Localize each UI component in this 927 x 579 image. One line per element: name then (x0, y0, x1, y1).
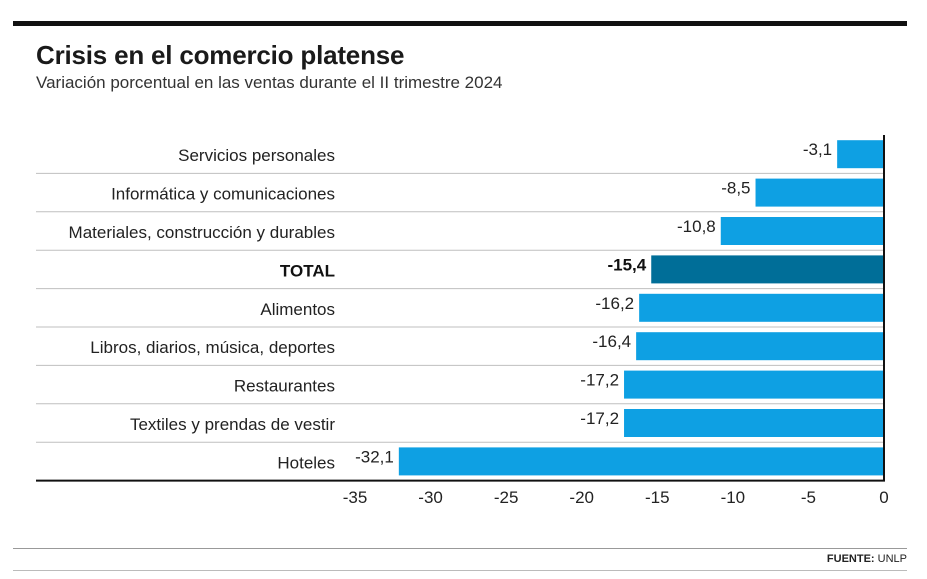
category-label: Servicios personales (178, 146, 335, 165)
category-label: Restaurantes (234, 377, 335, 396)
value-label: -8,5 (721, 179, 750, 198)
category-label: Textiles y prendas de vestir (130, 415, 335, 434)
bar (720, 217, 884, 245)
bar (636, 332, 884, 361)
x-tick-label: -25 (494, 488, 519, 507)
value-label: -15,4 (607, 255, 646, 274)
value-label: -3,1 (803, 140, 832, 159)
source-note: FUENTE: UNLP (827, 553, 907, 565)
bar (398, 447, 884, 476)
chart-title: Crisis en el comercio platense (36, 40, 405, 70)
source-value: UNLP (877, 553, 907, 565)
x-tick-label: -30 (418, 488, 443, 507)
category-label: TOTAL (280, 261, 335, 280)
source-label: FUENTE: (826, 553, 875, 565)
category-label: Informática y comunicaciones (111, 185, 335, 204)
value-label: -32,1 (355, 447, 394, 466)
bar (624, 409, 884, 437)
x-tick-label: -35 (343, 488, 368, 507)
x-tick-label: -20 (569, 488, 594, 507)
footer-rule-bottom (13, 570, 907, 571)
category-label: Libros, diarios, música, deportes (90, 338, 335, 357)
footer-rule (13, 548, 907, 549)
x-tick-label: -15 (645, 488, 670, 507)
category-label: Alimentos (260, 300, 335, 319)
x-tick-label: 0 (879, 488, 888, 507)
top-rule (13, 21, 907, 26)
value-label: -16,2 (595, 294, 634, 313)
x-tick-label: -5 (801, 488, 816, 507)
category-label: Hoteles (277, 453, 335, 472)
value-label: -10,8 (677, 217, 716, 236)
value-label: -17,2 (580, 409, 619, 428)
x-tick-label: -10 (721, 488, 746, 507)
bar-total (651, 255, 884, 284)
value-label: -17,2 (580, 371, 619, 390)
category-label: Materiales, construcción y durables (69, 223, 335, 242)
bar (624, 370, 884, 399)
bar (755, 178, 884, 207)
value-label: -16,4 (592, 332, 631, 351)
chart-subtitle: Variación porcentual en las ventas duran… (36, 73, 503, 92)
bar (639, 293, 884, 322)
bar (837, 140, 884, 169)
